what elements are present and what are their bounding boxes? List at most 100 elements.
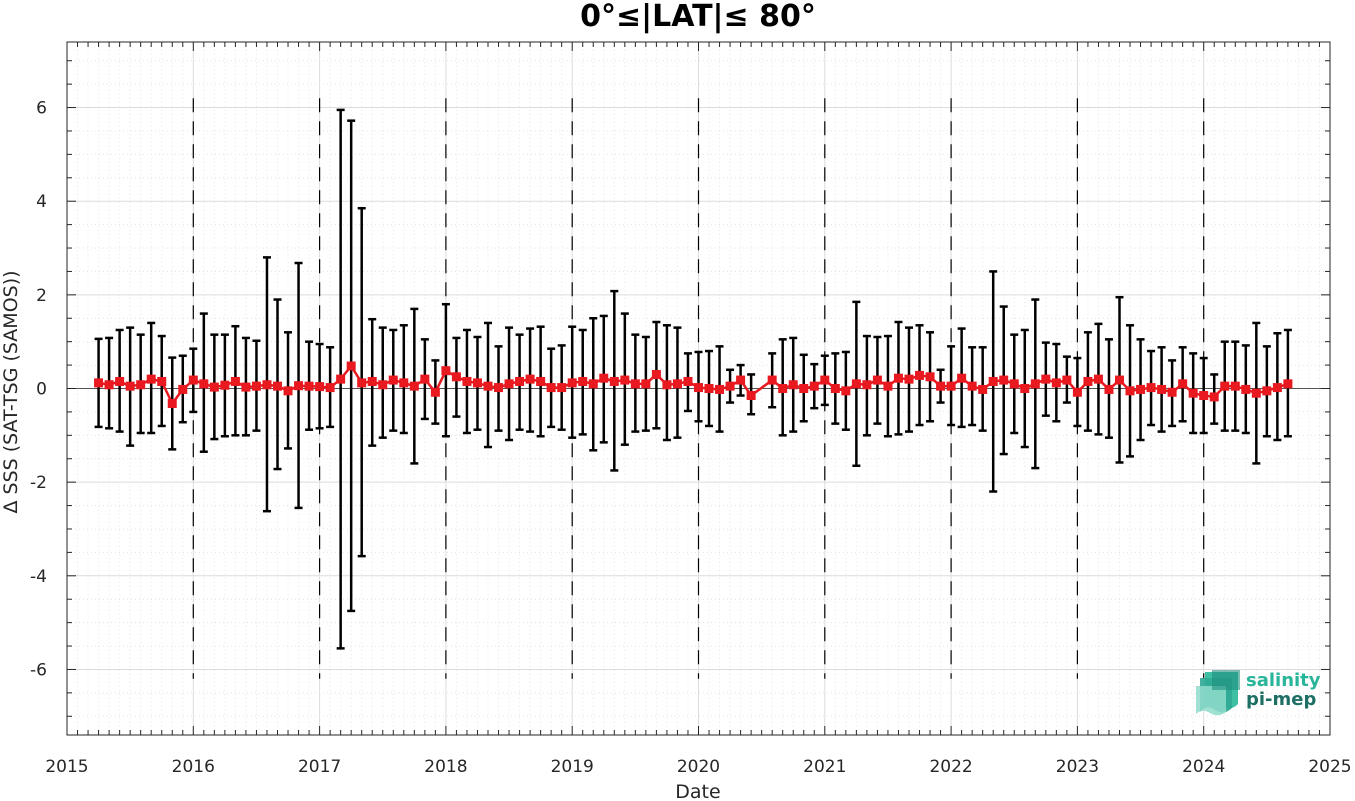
data-point-marker [599, 373, 609, 383]
series-layer [94, 361, 1293, 408]
data-point-marker [304, 381, 314, 391]
data-point-marker [893, 373, 903, 383]
data-point-marker [1283, 379, 1293, 389]
data-point-marker [704, 384, 714, 393]
data-point-marker [251, 381, 261, 391]
data-point-marker [1051, 378, 1061, 388]
data-point-marker [209, 382, 219, 392]
data-point-marker [1009, 379, 1019, 389]
data-point-marker [936, 381, 946, 391]
y-tick-label: -4 [30, 567, 47, 587]
data-point-marker [1093, 374, 1103, 384]
data-point-marker [157, 376, 167, 386]
data-point-marker [336, 374, 346, 384]
x-axis-label: Date [675, 781, 720, 801]
y-tick-label: -6 [30, 660, 47, 680]
data-point-marker [999, 375, 1009, 385]
data-point-marker [273, 381, 282, 391]
data-point-marker [472, 378, 482, 388]
tick-layer [66, 42, 1331, 735]
data-point-marker [146, 374, 156, 384]
data-point-marker [230, 376, 240, 386]
data-point-marker [1188, 388, 1198, 398]
data-point-marker [483, 381, 493, 391]
data-point-marker [1030, 379, 1040, 389]
x-tick-label: 2015 [45, 757, 88, 777]
x-tick-label: 2019 [551, 757, 594, 777]
data-point-marker [683, 376, 693, 386]
data-point-marker [220, 380, 230, 390]
data-point-marker [115, 376, 125, 386]
data-point-marker [809, 381, 819, 391]
data-point-marker [262, 380, 272, 390]
data-point-marker [388, 375, 398, 385]
data-point-marker [315, 382, 325, 392]
data-point-marker [567, 378, 577, 388]
x-tick-label: 2022 [929, 757, 972, 777]
data-point-marker [294, 381, 304, 391]
data-point-marker [441, 366, 451, 376]
data-point-marker [715, 384, 725, 394]
errorbar-layer [94, 108, 1292, 650]
y-tick-label: 6 [36, 99, 47, 119]
data-point-marker [1220, 381, 1230, 391]
data-point-marker [799, 384, 809, 393]
data-point-marker [662, 380, 672, 390]
data-point-marker [430, 387, 440, 397]
data-point-marker [357, 378, 367, 388]
data-point-marker [925, 372, 935, 382]
y-tick-label: 0 [36, 380, 47, 400]
logo-text-pi-mep: pi-mep [1246, 689, 1316, 710]
data-point-marker [1041, 374, 1051, 384]
x-tick-label: 2021 [803, 757, 846, 777]
data-point-marker [967, 381, 977, 391]
x-tick-label: 2023 [1056, 757, 1099, 777]
wave-logo-icon [1196, 670, 1240, 716]
data-point-marker [1115, 375, 1124, 385]
data-point-marker [494, 383, 504, 393]
x-tick-label: 2025 [1308, 757, 1351, 777]
y-tick-label: 2 [36, 286, 47, 306]
data-point-marker [872, 375, 882, 385]
data-point-marker [746, 391, 756, 401]
data-point-marker [167, 398, 177, 408]
data-point-marker [862, 380, 872, 390]
data-point-marker [630, 379, 640, 389]
data-point-marker [346, 361, 356, 371]
data-point-marker [1157, 384, 1167, 394]
data-point-marker [736, 375, 746, 385]
y-tick-label: 4 [36, 192, 47, 212]
data-point-marker [420, 374, 430, 384]
data-point-marker [778, 384, 788, 393]
data-point-marker [1272, 383, 1282, 393]
data-point-marker [1072, 387, 1082, 397]
data-point-marker [241, 382, 251, 392]
data-point-marker [136, 380, 146, 390]
data-point-marker [767, 375, 777, 385]
data-point-marker [694, 383, 703, 393]
data-point-marker [409, 381, 419, 391]
data-point-marker [1136, 384, 1146, 394]
data-point-marker [451, 372, 461, 382]
y-tick-labels: -6 -4 -2 0 2 4 6 [30, 99, 47, 681]
data-point-marker [651, 369, 661, 379]
data-point-marker [988, 376, 998, 386]
data-point-marker [609, 376, 619, 386]
data-point-marker [588, 379, 598, 389]
logo-text-salinity: salinity [1246, 670, 1321, 691]
data-point-marker [641, 379, 651, 389]
data-point-marker [1104, 384, 1114, 394]
y-tick-label: -2 [30, 473, 47, 493]
data-point-marker [957, 373, 967, 383]
data-point-marker [672, 379, 682, 389]
data-point-marker [525, 374, 535, 384]
data-point-marker [462, 376, 472, 386]
data-point-marker [904, 374, 914, 384]
year-divider-layer [192, 98, 1205, 679]
data-point-marker [978, 384, 988, 394]
data-point-marker [536, 376, 546, 386]
x-tick-label: 2017 [298, 757, 341, 777]
data-point-marker [1241, 384, 1251, 394]
data-point-marker [1199, 391, 1209, 401]
